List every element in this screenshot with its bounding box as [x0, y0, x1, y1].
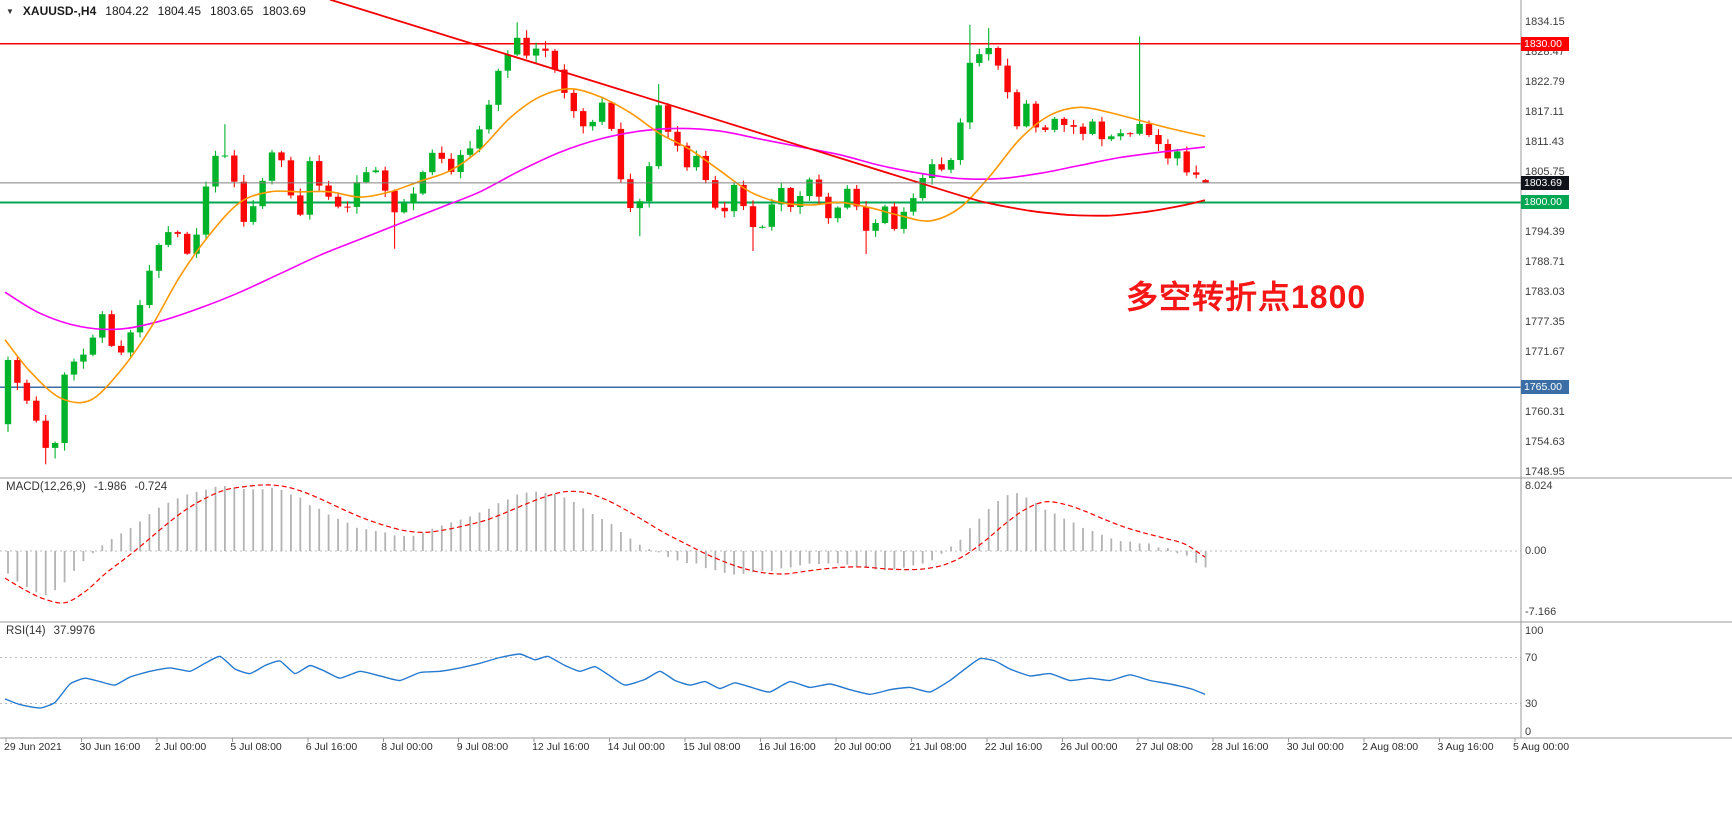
time-axis-label: 22 Jul 16:00	[984, 741, 1043, 753]
price-axis-label: 1771.67	[1525, 345, 1565, 358]
price-axis-label: 1783.03	[1525, 285, 1565, 298]
rsi-value: 37.9976	[53, 625, 96, 637]
time-axis-label: 28 Jul 16:00	[1211, 741, 1269, 753]
time-axis-label: 8 Jul 00:00	[381, 741, 433, 753]
macd-indicator-label: MACD(12,26,9) -1.986 -0.724	[6, 481, 167, 493]
time-axis-label: 9 Jul 08:00	[456, 741, 509, 753]
rsi-axis-label: 100	[1525, 625, 1544, 637]
time-axis-label: 3 Aug 16:00	[1437, 741, 1494, 753]
time-axis-label: 29 Jun 2021	[4, 741, 62, 753]
candlestick-series	[4, 22, 1209, 465]
time-axis-label: 12 Jul 16:00	[532, 741, 590, 753]
price-axis-label: 1777.35	[1525, 315, 1565, 328]
time-axis-label: 5 Aug 00:00	[1513, 741, 1570, 753]
quote-high: 1804.45	[157, 4, 202, 18]
rsi-axis-label: 30	[1525, 697, 1538, 710]
time-axis-label: 21 Jul 08:00	[909, 741, 967, 753]
price-badge-1803.69: 1803.69	[1521, 175, 1569, 190]
macd-axis-label: -7.166	[1525, 605, 1557, 618]
symbol-dropdown-triangle-icon[interactable]: ▼	[6, 6, 14, 16]
panel-separators	[0, 0, 1732, 742]
price-axis-label: 1748.95	[1525, 465, 1565, 478]
price-badge-1800.00: 1800.00	[1521, 195, 1569, 210]
time-axis-label: 2 Jul 00:00	[154, 741, 207, 753]
rsi-panel-series	[0, 653, 1521, 709]
time-axis-label: 20 Jul 00:00	[834, 741, 892, 753]
time-axis-label: 6 Jul 16:00	[305, 741, 358, 753]
chart-annotation-text[interactable]: 多空转折点1800	[1126, 279, 1367, 315]
time-axis-label: 30 Jun 16:00	[79, 741, 141, 753]
price-axis-label: 1754.63	[1525, 435, 1565, 448]
chart-header: ▼ XAUUSD-,H4 1804.22 1804.45 1803.65 180…	[6, 4, 306, 18]
rsi-name: RSI(14)	[6, 625, 46, 637]
macd-name: MACD(12,26,9)	[6, 481, 86, 493]
time-axis-label: 2 Aug 08:00	[1362, 741, 1419, 753]
quote-close: 1803.69	[262, 4, 306, 18]
price-axis-label: 1834.15	[1525, 15, 1565, 28]
time-axis-label: 14 Jul 00:00	[607, 741, 665, 753]
moving-averages	[4, 0, 1206, 404]
macd-main-value: -1.986	[93, 481, 127, 493]
rsi-axis-label: 70	[1525, 651, 1538, 664]
macd-axis-label: 0.00	[1525, 545, 1547, 557]
price-badge-1830.00: 1830.00	[1521, 36, 1569, 51]
time-axis-label: 27 Jul 08:00	[1135, 741, 1194, 753]
price-badge-1765.00: 1765.00	[1521, 380, 1569, 395]
macd-signal-value: -0.724	[134, 481, 168, 493]
macd-panel-series	[0, 484, 1521, 604]
time-axis-label: 5 Jul 08:00	[230, 741, 282, 753]
symbol-timeframe-label: XAUUSD-,H4	[22, 4, 97, 18]
price-axis-label: 1817.11	[1525, 105, 1564, 118]
quote-low: 1803.65	[210, 4, 254, 18]
price-axis-label: 1788.71	[1525, 255, 1565, 268]
price-axis-label: 1822.79	[1525, 75, 1565, 88]
time-axis-label: 16 Jul 16:00	[758, 741, 816, 753]
price-axis-label: 1811.43	[1525, 135, 1564, 148]
macd-axis-label: 8.024	[1525, 480, 1553, 492]
price-axis-label: 1805.75	[1525, 165, 1565, 178]
price-axis-label: 1760.31	[1525, 405, 1565, 418]
price-axis-label: 1794.39	[1525, 225, 1565, 238]
time-axis-label: 26 Jul 00:00	[1060, 741, 1118, 753]
quote-open: 1804.22	[105, 4, 149, 18]
time-axis-label: 15 Jul 08:00	[683, 741, 741, 753]
price-hlines[interactable]	[0, 43, 1521, 389]
time-axis-label: 30 Jul 00:00	[1286, 741, 1344, 753]
rsi-axis-label: 0	[1525, 726, 1532, 738]
rsi-indicator-label: RSI(14) 37.9976	[6, 625, 95, 637]
